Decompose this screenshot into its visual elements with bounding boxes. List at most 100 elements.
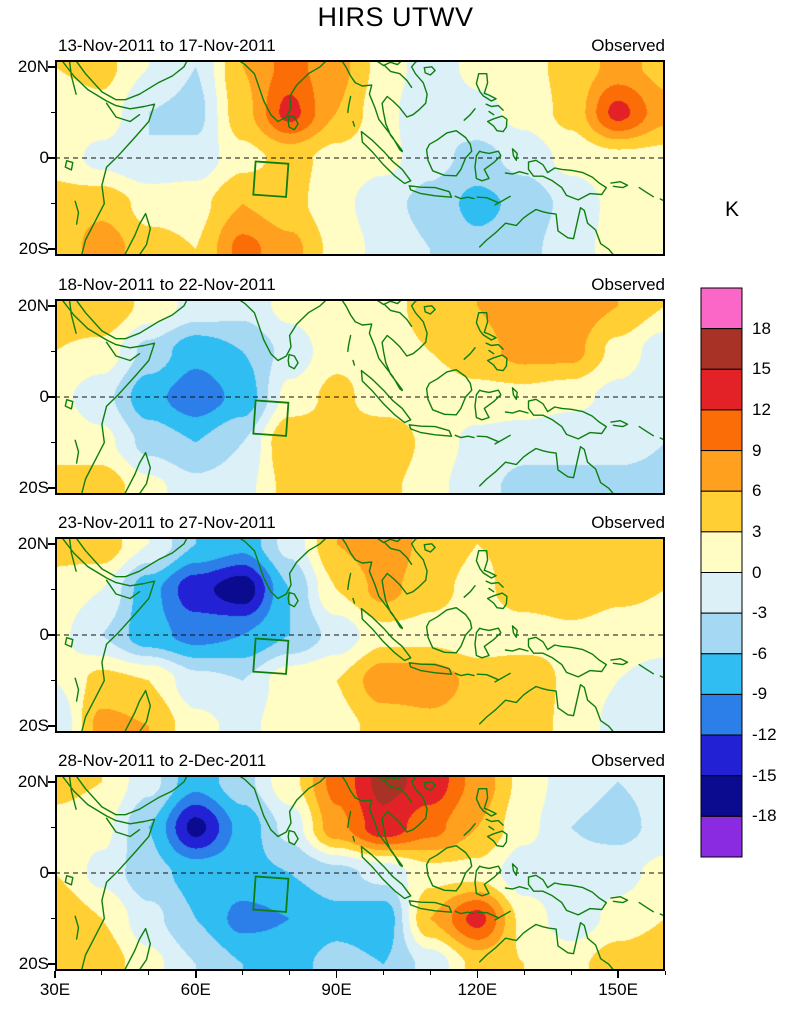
region-box xyxy=(252,399,290,437)
y-axis-tick xyxy=(48,305,55,307)
x-axis-minor-tick xyxy=(664,971,666,975)
colorbar-cell xyxy=(700,815,743,858)
x-axis-label: 60E xyxy=(180,980,211,999)
panel-header: 18-Nov-2011 to 22-Nov-2011 Observed xyxy=(55,275,665,297)
y-axis-tick xyxy=(48,487,55,489)
colorbar-unit-label: K xyxy=(724,198,739,221)
colorbar xyxy=(700,287,744,864)
colorbar-cell xyxy=(700,612,743,655)
y-axis-minor-tick xyxy=(51,350,55,352)
y-axis-tick xyxy=(48,963,55,965)
colorbar-level-label: -6 xyxy=(752,643,768,663)
x-axis-tick xyxy=(476,971,479,978)
colorbar-level-label: 18 xyxy=(752,318,771,338)
y-axis-tick xyxy=(48,157,55,159)
panel-frame xyxy=(55,60,665,256)
colorbar-cell xyxy=(700,450,743,492)
coastline-path xyxy=(60,60,665,256)
map-overlay xyxy=(55,775,665,971)
x-axis-label: 30E xyxy=(39,980,71,999)
y-axis-minor-tick xyxy=(51,826,55,828)
y-axis-tick xyxy=(48,725,55,727)
colorbar-level-label: 15 xyxy=(752,359,771,379)
map-overlay xyxy=(55,60,665,256)
colorbar-level-label: 3 xyxy=(752,521,762,541)
y-axis-label: 0 xyxy=(39,148,49,167)
panel-frame xyxy=(55,299,665,495)
x-axis-minor-tick xyxy=(523,971,525,975)
panel-frame xyxy=(55,775,665,971)
map-panel-4: 28-Nov-2011 to 2-Dec-2011 Observed 20N 0 2… xyxy=(18,751,665,973)
observed-label: Observed xyxy=(591,513,665,532)
y-axis-label: 20N xyxy=(17,295,49,315)
colorbar-cell xyxy=(700,693,743,736)
colorbar-level-label: -12 xyxy=(752,725,777,745)
x-axis-minor-tick xyxy=(289,971,291,975)
y-axis-label: 20N xyxy=(17,56,49,76)
panel-frame xyxy=(55,537,665,733)
region-box xyxy=(252,875,290,913)
region-box xyxy=(252,160,290,198)
colorbar-level-label: -15 xyxy=(752,765,777,785)
colorbar-swatches xyxy=(700,287,743,858)
x-axis-minor-tick xyxy=(242,971,244,975)
panel-header: 13-Nov-2011 to 17-Nov-2011 Observed xyxy=(55,36,665,58)
observed-label: Observed xyxy=(591,275,665,294)
colorbar-level-label: -9 xyxy=(752,684,768,704)
y-axis-tick xyxy=(48,248,55,250)
x-axis-label: 90E xyxy=(321,980,352,999)
colorbar-level-label: 12 xyxy=(752,399,771,419)
date-range-label: 13-Nov-2011 to 17-Nov-2011 xyxy=(58,36,276,55)
coastline-path xyxy=(60,537,665,733)
observed-label: Observed xyxy=(591,36,665,55)
x-axis-tick xyxy=(617,971,619,978)
y-axis-tick xyxy=(48,781,55,783)
map-panel-2: 18-Nov-2011 to 22-Nov-2011 Observed 20N 0… xyxy=(18,275,665,497)
x-axis-minor-tick xyxy=(101,971,103,975)
y-axis-tick xyxy=(48,543,55,545)
y-axis-minor-tick xyxy=(51,680,55,682)
coastline-path xyxy=(60,775,665,971)
y-axis-tick xyxy=(48,634,55,636)
x-axis-tick xyxy=(195,971,197,978)
x-axis-label: 120E xyxy=(457,980,498,999)
y-axis-label: 0 xyxy=(39,863,49,882)
observed-label: Observed xyxy=(591,751,665,770)
date-range-label: 28-Nov-2011 to 2-Dec-2011 xyxy=(58,751,267,770)
y-axis-minor-tick xyxy=(51,203,55,205)
y-axis-tick xyxy=(48,872,55,874)
y-axis-label: 0 xyxy=(39,625,49,644)
y-axis-minor-tick xyxy=(51,918,55,920)
colorbar-cell xyxy=(700,734,743,777)
colorbar-level-label: -18 xyxy=(752,806,777,826)
x-axis-minor-tick xyxy=(148,971,150,975)
x-axis-tick xyxy=(54,971,56,978)
colorbar-cell xyxy=(700,328,743,370)
x-axis-minor-tick xyxy=(382,971,384,975)
colorbar-level-label: 0 xyxy=(752,562,762,582)
region-box xyxy=(252,637,290,675)
colorbar-level-label: 9 xyxy=(752,440,762,460)
x-axis-tick xyxy=(335,971,338,978)
y-axis-label: 20S xyxy=(18,954,49,974)
y-axis-label: 20N xyxy=(17,771,49,791)
x-axis-label: 150E xyxy=(598,980,638,999)
x-axis-minor-tick xyxy=(570,971,572,975)
y-axis-tick xyxy=(48,66,55,68)
y-axis-minor-tick xyxy=(51,588,55,590)
colorbar-cell xyxy=(700,572,743,614)
figure-title: HIRS UTWV xyxy=(317,2,474,32)
colorbar-level-label: 6 xyxy=(752,481,762,501)
x-axis-minor-tick xyxy=(429,971,431,975)
colorbar-cell xyxy=(700,531,743,574)
y-axis-minor-tick xyxy=(51,111,55,113)
colorbar-cell xyxy=(700,368,743,411)
coastline-path xyxy=(60,299,665,495)
colorbar-level-label: -3 xyxy=(752,603,768,623)
colorbar-cell xyxy=(700,653,743,695)
map-overlay xyxy=(55,299,665,495)
map-overlay xyxy=(55,537,665,733)
y-axis-label: 20S xyxy=(18,478,49,498)
date-range-label: 18-Nov-2011 to 22-Nov-2011 xyxy=(58,275,276,294)
